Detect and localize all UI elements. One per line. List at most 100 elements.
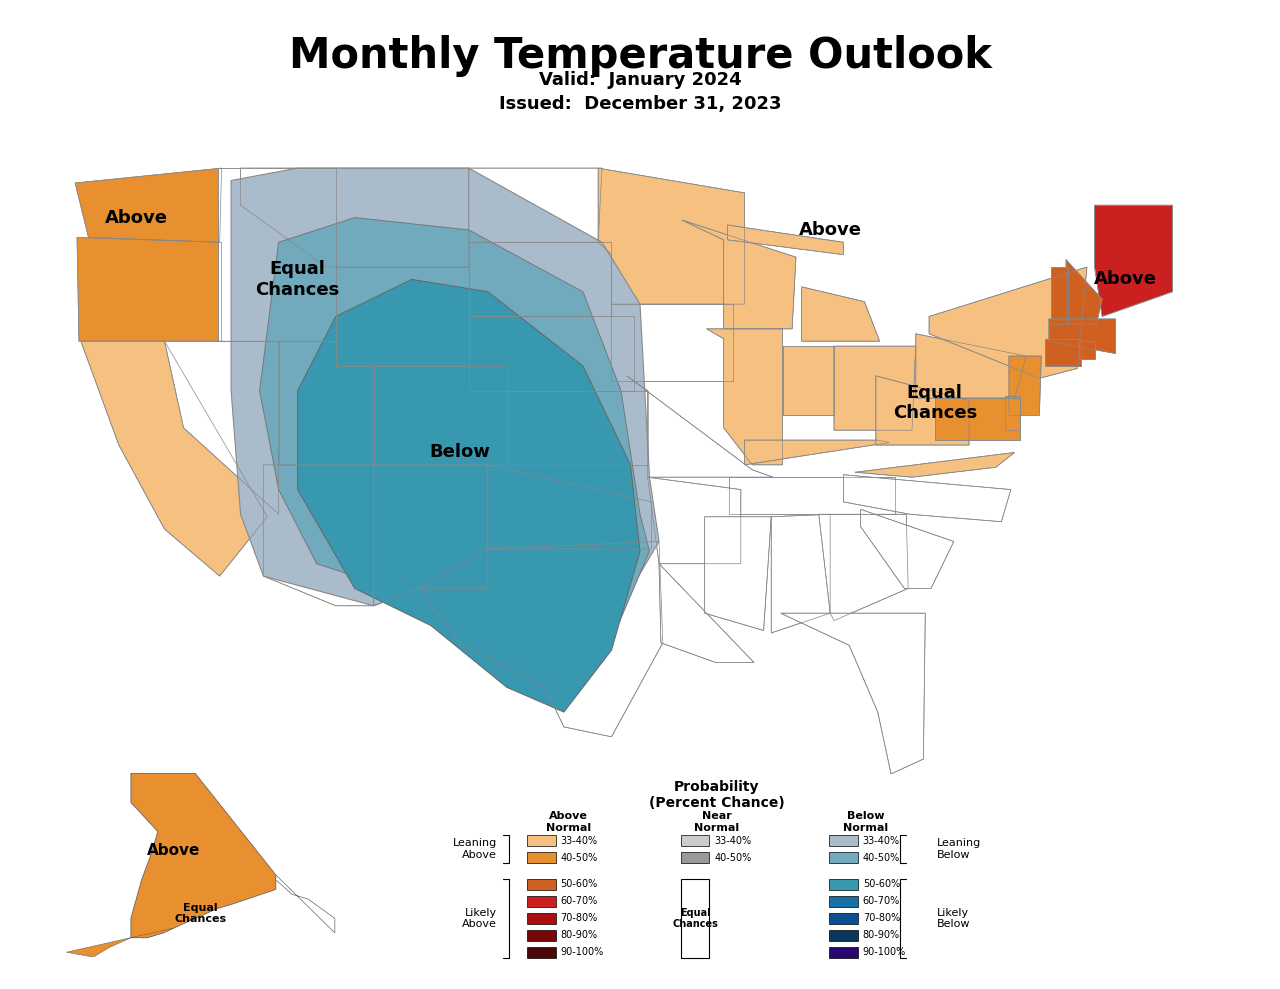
Polygon shape [781,613,925,773]
Polygon shape [860,509,954,588]
Text: 70-80%: 70-80% [863,914,900,924]
Polygon shape [468,168,602,242]
Polygon shape [260,218,649,700]
Polygon shape [915,334,1027,398]
Text: Near
Normal: Near Normal [694,811,740,833]
Text: Likely
Below: Likely Below [937,908,970,929]
Polygon shape [934,398,1020,440]
Text: Likely
Above: Likely Above [462,908,497,929]
Polygon shape [855,453,1015,477]
Polygon shape [264,465,374,605]
Bar [681,852,709,863]
Text: 40-50%: 40-50% [714,853,751,862]
Polygon shape [627,376,773,477]
Polygon shape [772,514,831,633]
Polygon shape [232,168,659,687]
Text: 80-90%: 80-90% [863,931,900,941]
Text: Leaning
Above: Leaning Above [452,839,497,859]
Polygon shape [77,237,221,341]
Text: 70-80%: 70-80% [561,914,598,924]
Polygon shape [819,514,909,621]
Polygon shape [241,168,468,267]
Text: 40-50%: 40-50% [863,853,900,862]
Polygon shape [782,346,835,415]
Bar [527,913,556,924]
Polygon shape [1048,319,1115,354]
Polygon shape [876,376,969,445]
Text: 90-100%: 90-100% [863,947,906,957]
Text: Equal
Chances: Equal Chances [672,908,718,929]
Text: 50-60%: 50-60% [863,879,900,889]
Polygon shape [801,287,879,341]
Polygon shape [81,341,268,576]
Polygon shape [1079,341,1094,359]
Polygon shape [279,341,374,465]
Polygon shape [648,477,741,564]
Text: Above: Above [1093,270,1157,289]
Bar [527,896,556,907]
Polygon shape [1051,267,1068,324]
Polygon shape [727,225,844,254]
Polygon shape [1009,356,1042,415]
Polygon shape [76,168,221,242]
Polygon shape [730,477,895,514]
Text: 33-40%: 33-40% [863,836,900,846]
Bar [527,946,556,958]
Text: 50-60%: 50-60% [561,879,598,889]
Text: Below
Normal: Below Normal [842,811,888,833]
Text: 33-40%: 33-40% [561,836,598,846]
Text: Above
Normal: Above Normal [545,811,591,833]
Polygon shape [1094,205,1172,316]
Polygon shape [1044,338,1082,366]
Bar [829,852,858,863]
Polygon shape [745,440,890,465]
Text: Below: Below [429,443,490,462]
Polygon shape [468,242,612,316]
Text: 33-40%: 33-40% [714,836,751,846]
Text: Above: Above [147,844,201,858]
Polygon shape [844,475,1011,522]
Bar [527,852,556,863]
Polygon shape [165,341,279,514]
Bar [829,913,858,924]
Text: Above: Above [799,221,861,239]
Text: Valid:  January 2024: Valid: January 2024 [539,71,741,89]
Bar [527,835,556,847]
Polygon shape [488,465,652,549]
Polygon shape [612,305,733,381]
Text: 40-50%: 40-50% [561,853,598,862]
Text: Above: Above [105,209,168,226]
Polygon shape [275,875,335,933]
Polygon shape [67,928,174,957]
Bar [829,835,858,847]
Bar [527,879,556,890]
Text: 60-70%: 60-70% [561,896,598,906]
Text: 80-90%: 80-90% [561,931,598,941]
Polygon shape [682,221,796,328]
Polygon shape [335,267,468,366]
Text: 60-70%: 60-70% [863,896,900,906]
Bar [527,930,556,941]
Bar [681,835,709,847]
Polygon shape [131,773,275,938]
Text: Equal
Chances: Equal Chances [256,260,339,299]
Polygon shape [659,564,754,663]
Polygon shape [598,168,745,305]
Bar [829,946,858,958]
Polygon shape [835,346,915,430]
Text: Equal
Chances: Equal Chances [174,903,227,925]
Text: Probability
(Percent Chance): Probability (Percent Chance) [649,780,785,810]
Bar [829,879,858,890]
Text: 90-100%: 90-100% [561,947,604,957]
Polygon shape [420,542,663,737]
Polygon shape [298,280,640,712]
Polygon shape [374,366,507,465]
Polygon shape [218,168,335,341]
Polygon shape [468,316,635,391]
Polygon shape [374,465,488,605]
Bar [829,896,858,907]
Polygon shape [1066,260,1102,324]
Polygon shape [1005,396,1020,430]
Polygon shape [707,328,782,465]
Text: Leaning
Below: Leaning Below [937,839,982,859]
